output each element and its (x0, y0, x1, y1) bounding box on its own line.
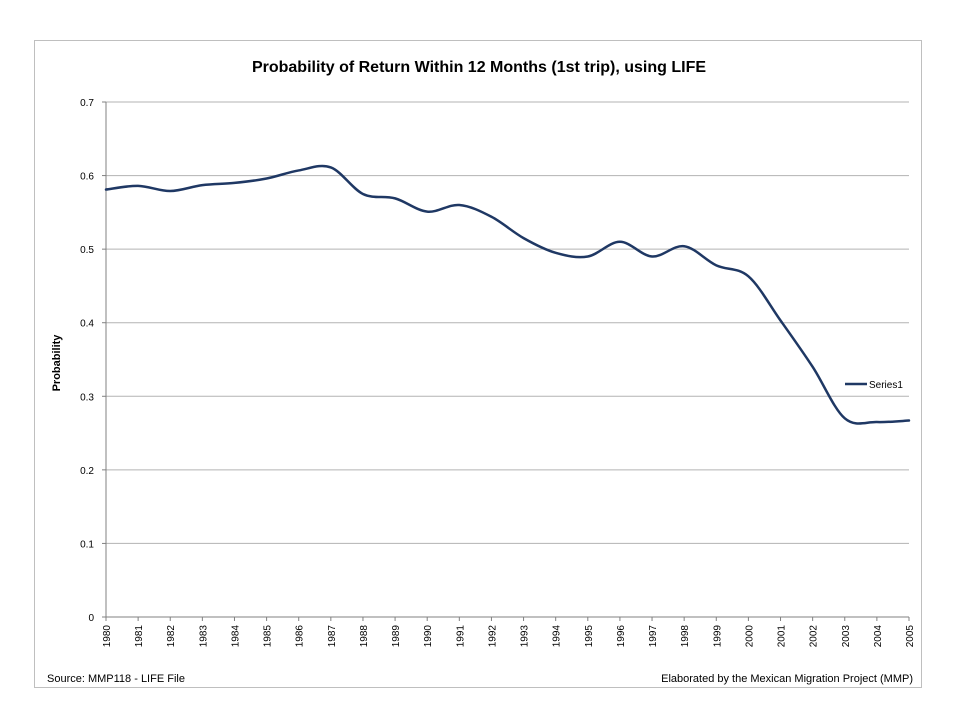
series-line (104, 164, 911, 425)
x-tick-label: 1999 (712, 625, 723, 648)
data-point (169, 190, 171, 192)
data-point (233, 182, 235, 184)
credit-note: Elaborated by the Mexican Migration Proj… (661, 673, 913, 685)
x-tick-label: 2001 (777, 625, 788, 648)
y-tick-labels: 0 0.1 0.2 0.3 0.4 0.5 0.6 0.7 (80, 98, 94, 624)
x-tick-label: 1997 (648, 625, 659, 648)
data-point (137, 185, 139, 187)
data-point (908, 419, 910, 421)
x-tick-label: 2000 (744, 625, 755, 648)
legend: Series1 (845, 380, 903, 391)
y-tick-label: 0 (88, 613, 94, 624)
y-tick-label: 0.1 (80, 539, 94, 550)
y-axis-title: Probability (51, 334, 63, 392)
y-tick-label: 0.4 (80, 319, 94, 330)
data-point (201, 184, 203, 186)
source-note: Source: MMP118 - LIFE File (47, 673, 185, 685)
data-point (426, 210, 428, 212)
data-point (811, 366, 813, 368)
x-tick-label: 1982 (166, 625, 177, 648)
data-point (394, 197, 396, 199)
data-point (587, 255, 589, 257)
data-point (330, 166, 332, 168)
data-point (490, 216, 492, 218)
x-tick-label: 1998 (680, 625, 691, 648)
data-point (844, 417, 846, 419)
chart-title: Probability of Return Within 12 Months (… (252, 59, 706, 76)
x-tick-label: 1987 (327, 625, 338, 648)
x-tick-label: 1983 (198, 625, 209, 648)
y-tick-label: 0.3 (80, 392, 94, 403)
data-point (651, 255, 653, 257)
data-point (362, 193, 364, 195)
data-point (265, 177, 267, 179)
x-tick-label: 2004 (873, 625, 884, 648)
line-chart: Probability of Return Within 12 Months (… (47, 59, 916, 685)
x-tick-labels: 1980 1981 1982 1983 1984 1985 1986 1987 1988 1989… (102, 625, 916, 648)
data-point (779, 319, 781, 321)
gridlines (102, 101, 910, 621)
data-point (105, 188, 107, 190)
data-point (298, 169, 300, 171)
chart-frame: Probability of Return Within 12 Months (… (34, 40, 922, 688)
x-tick-label: 1993 (520, 625, 531, 648)
x-tick-label: 1995 (584, 625, 595, 648)
y-tick-label: 0.7 (80, 98, 94, 109)
data-point (747, 275, 749, 277)
data-point (458, 204, 460, 206)
x-tick-label: 1992 (487, 625, 498, 648)
data-point (619, 241, 621, 243)
x-tick-label: 1980 (102, 625, 113, 648)
x-tick-label: 1989 (391, 625, 402, 648)
x-tick-label: 1996 (616, 625, 627, 648)
x-tick-label: 2005 (905, 625, 916, 648)
x-tick-label: 2003 (841, 625, 852, 648)
x-tick-label: 1986 (295, 625, 306, 648)
x-tick-label: 1988 (359, 625, 370, 648)
x-tick-label: 1991 (455, 625, 466, 648)
series-layer (104, 164, 911, 425)
data-point (522, 237, 524, 239)
x-tick-label: 1981 (134, 625, 145, 648)
x-tick-label: 1990 (423, 625, 434, 648)
y-tick-label: 0.5 (80, 245, 94, 256)
x-tick-label: 2002 (809, 625, 820, 648)
x-tick-label: 1985 (263, 625, 274, 648)
data-point (683, 245, 685, 247)
data-point (876, 421, 878, 423)
data-point (554, 252, 556, 254)
y-tick-label: 0.6 (80, 172, 94, 183)
x-tick-label: 1984 (230, 625, 241, 648)
legend-label: Series1 (869, 380, 903, 391)
data-point (715, 264, 717, 266)
x-tick-label: 1994 (552, 625, 563, 648)
y-tick-label: 0.2 (80, 466, 94, 477)
